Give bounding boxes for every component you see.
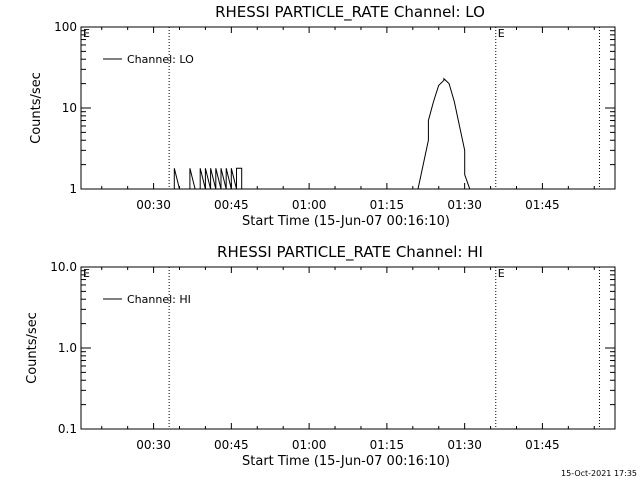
chart-panel-hi: RHESSI PARTICLE_RATE Channel: HI Counts/…	[25, 243, 616, 469]
y-tick-label-hi: 1.0	[58, 341, 77, 355]
chart-panel-lo: RHESSI PARTICLE_RATE Channel: LO Counts/…	[29, 3, 616, 229]
x-tick-label-lo: 01:15	[370, 198, 405, 212]
legend-label-lo: Channel: LO	[127, 53, 194, 66]
x-tick-label-lo: 01:45	[525, 198, 560, 212]
x-tick-label-hi: 01:45	[525, 438, 560, 452]
x-tick-label-hi: 00:45	[214, 438, 249, 452]
x-tick-label-hi: 00:30	[136, 438, 171, 452]
event-marker-label-lo: E	[498, 27, 505, 40]
chart-title-hi: RHESSI PARTICLE_RATE Channel: HI	[217, 243, 483, 262]
x-tick-label-lo: 00:45	[214, 198, 249, 212]
corner-marker-hi: E	[83, 267, 90, 280]
timestamp: 15-Oct-2021 17:35	[561, 469, 637, 478]
legend-label-hi: Channel: HI	[127, 293, 191, 306]
y-tick-label-lo: 1	[69, 182, 77, 196]
x-tick-label-lo: 01:00	[292, 198, 327, 212]
y-tick-label-hi: 10.0	[50, 260, 77, 274]
x-tick-label-lo: 01:30	[447, 198, 482, 212]
x-tick-label-hi: 01:30	[447, 438, 482, 452]
y-tick-label-hi: 0.1	[58, 422, 77, 436]
y-tick-label-lo: 10	[62, 101, 77, 115]
x-tick-label-lo: 00:30	[136, 198, 171, 212]
event-marker-label-hi: E	[498, 267, 505, 280]
x-axis-label-lo: Start Time (15-Jun-07 00:16:10)	[242, 214, 450, 229]
corner-marker-lo: E	[83, 27, 90, 40]
x-tick-label-hi: 01:00	[292, 438, 327, 452]
series-line-lo	[81, 77, 615, 190]
x-axis-label-hi: Start Time (15-Jun-07 00:16:10)	[242, 454, 450, 469]
plot-frame-lo	[80, 26, 616, 190]
y-axis-label-hi: Counts/sec	[25, 312, 40, 384]
plot-frame-hi	[80, 266, 616, 430]
x-tick-label-hi: 01:15	[370, 438, 405, 452]
y-axis-label-lo: Counts/sec	[29, 72, 44, 144]
y-tick-label-lo: 100	[54, 20, 77, 34]
chart-title-lo: RHESSI PARTICLE_RATE Channel: LO	[215, 3, 485, 22]
